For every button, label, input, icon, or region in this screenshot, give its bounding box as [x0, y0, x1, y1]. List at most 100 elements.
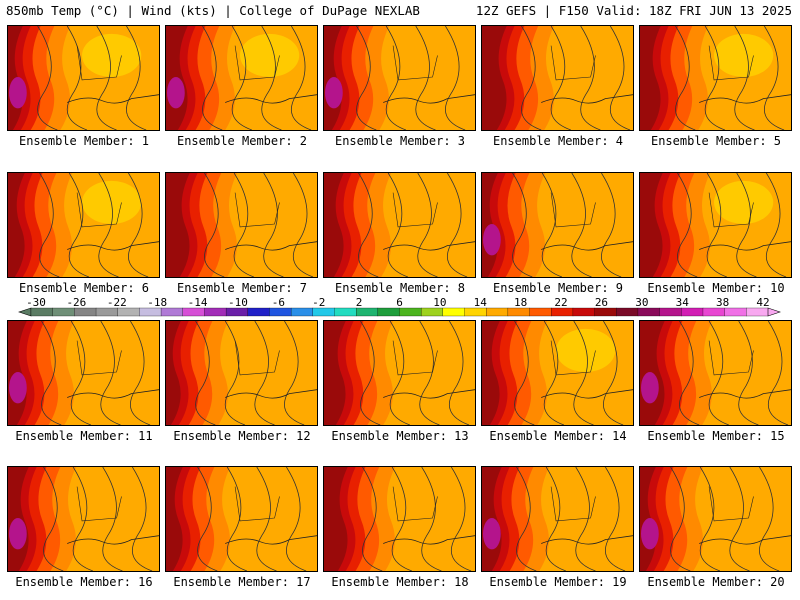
colorbar-tick-label: 26 [595, 296, 608, 309]
ensemble-member-map [7, 466, 160, 572]
ensemble-member-label: Ensemble Member: 13 [331, 429, 469, 443]
temperature-field [324, 467, 475, 571]
ensemble-member-map [481, 320, 634, 426]
temperature-field [482, 467, 633, 571]
colorbar-swatch [160, 307, 184, 317]
temperature-field [324, 173, 475, 277]
colorbar-tick-label: 34 [676, 296, 690, 309]
colorbar-tick-label: 22 [554, 296, 567, 309]
colorbar-swatch [269, 307, 292, 317]
colorbar-swatch [225, 307, 249, 317]
colorbar-swatch [355, 307, 379, 317]
colorbar-swatch [95, 307, 119, 317]
colorbar-tick-label: -30 [26, 296, 46, 309]
ensemble-member-label: Ensemble Member: 15 [647, 429, 785, 443]
temperature-field [640, 26, 791, 130]
colorbar-swatch [312, 307, 335, 317]
colorbar-swatch [52, 307, 75, 317]
colorbar-swatch [139, 307, 162, 317]
ensemble-member-map [323, 320, 476, 426]
temperature-field [482, 173, 633, 277]
temperature-field [324, 321, 475, 425]
temperature-field [8, 173, 159, 277]
colorbar-tick-label: 6 [396, 296, 403, 309]
ensemble-member-map [481, 25, 634, 131]
ensemble-member-map [7, 25, 160, 131]
temperature-field [8, 321, 159, 425]
temperature-field [166, 321, 317, 425]
ensemble-member-label: Ensemble Member: 5 [650, 134, 782, 148]
map-title-right: 12Z GEFS | F150 Valid: 18Z FRI JUN 13 20… [475, 3, 792, 18]
ensemble-member-map [7, 320, 160, 426]
colorbar-tick-label: -2 [312, 296, 325, 309]
colorbar-swatch [507, 307, 530, 317]
colorbar-right-arrow [767, 307, 781, 317]
colorbar-swatch [290, 307, 314, 317]
colorbar-swatch [377, 307, 400, 317]
ensemble-member-map [165, 172, 318, 278]
colorbar-tick-label: -22 [107, 296, 127, 309]
temperature-field [166, 26, 317, 130]
temperature-field [166, 467, 317, 571]
ensemble-member-map [323, 466, 476, 572]
colorbar-swatch [529, 307, 552, 317]
colorbar-swatch [464, 307, 487, 317]
colorbar-swatch [334, 307, 357, 317]
ensemble-member-label: Ensemble Member: 4 [492, 134, 624, 148]
ensemble-member-map [481, 172, 634, 278]
colorbar-swatch [74, 307, 97, 317]
colorbar-left-arrow [18, 307, 32, 317]
ensemble-member-map [323, 172, 476, 278]
colorbar-swatch [616, 307, 639, 317]
ensemble-member-map [481, 466, 634, 572]
ensemble-member-label: Ensemble Member: 2 [176, 134, 308, 148]
temperature-colorbar: -30 -26 -22 -18 -14 -10 -6 -2 2 6 10 14 18 22 26 30 34 38… [18, 296, 781, 317]
ensemble-member-map [165, 25, 318, 131]
ensemble-member-label: Ensemble Member: 1 [18, 134, 150, 148]
colorbar-tick-label: 2 [356, 296, 363, 309]
colorbar-swatch [399, 307, 422, 317]
temperature-field [8, 467, 159, 571]
ensemble-member-label: Ensemble Member: 3 [334, 134, 466, 148]
temperature-field [640, 467, 791, 571]
colorbar-tick-label: 42 [756, 296, 769, 309]
colorbar-swatch [421, 307, 444, 317]
temperature-field [640, 173, 791, 277]
colorbar-swatch [724, 307, 747, 317]
ensemble-member-map [165, 466, 318, 572]
colorbar-swatch [572, 307, 595, 317]
colorbar-swatch [30, 307, 54, 317]
temperature-field [166, 173, 317, 277]
colorbar-swatch [702, 307, 725, 317]
temperature-field [482, 26, 633, 130]
ensemble-member-label: Ensemble Member: 20 [647, 575, 785, 589]
colorbar-swatch [117, 307, 140, 317]
colorbar-swatch [659, 307, 682, 317]
colorbar-tick-label: -6 [272, 296, 285, 309]
colorbar-swatch [594, 307, 617, 317]
ensemble-member-map [639, 466, 792, 572]
temperature-field [324, 26, 475, 130]
colorbar-swatch [746, 307, 769, 317]
colorbar-tick-label: -10 [228, 296, 248, 309]
colorbar-tick-label: -26 [66, 296, 86, 309]
ensemble-member-label: Ensemble Member: 6 [18, 281, 150, 295]
ensemble-member-label: Ensemble Member: 7 [176, 281, 308, 295]
ensemble-member-label: Ensemble Member: 14 [489, 429, 627, 443]
colorbar-tick-label: 30 [635, 296, 648, 309]
ensemble-member-label: Ensemble Member: 11 [15, 429, 153, 443]
colorbar-tick-label: -14 [188, 296, 208, 309]
temperature-field [640, 321, 791, 425]
ensemble-member-map [323, 25, 476, 131]
colorbar-swatch [681, 307, 704, 317]
colorbar-tick-label: -18 [147, 296, 167, 309]
ensemble-member-label: Ensemble Member: 18 [331, 575, 469, 589]
ensemble-member-map [639, 172, 792, 278]
ensemble-member-label: Ensemble Member: 17 [173, 575, 311, 589]
ensemble-member-label: Ensemble Member: 8 [334, 281, 466, 295]
colorbar-swatch [637, 307, 660, 317]
colorbar-swatch [442, 307, 465, 317]
colorbar-swatch [204, 307, 227, 317]
colorbar-swatch [247, 307, 270, 317]
ensemble-member-label: Ensemble Member: 9 [492, 281, 624, 295]
